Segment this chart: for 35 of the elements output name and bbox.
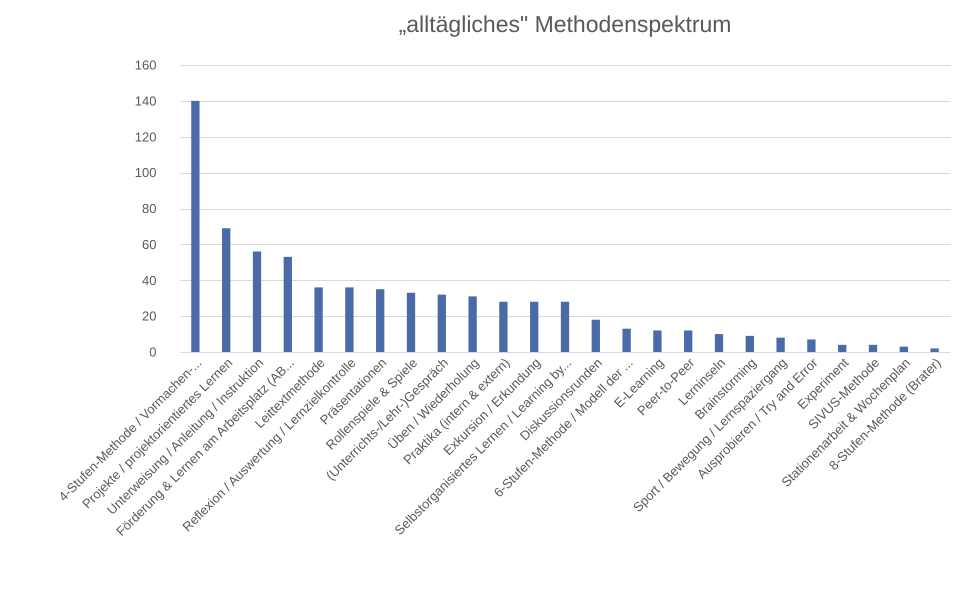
chart-title: „alltägliches" Methodenspektrum [398,11,732,37]
bar [499,302,508,352]
bar [284,256,292,352]
bar [868,344,878,352]
y-tick-label: 60 [142,236,156,252]
bar [314,287,323,352]
bar [376,289,384,352]
bar [592,320,600,352]
bar [807,339,816,352]
y-tick-label: 120 [134,129,156,144]
bar [838,344,846,352]
y-tick-label: 140 [134,93,156,108]
bar [406,292,416,352]
bar [714,334,724,352]
bar [252,252,262,352]
bar [684,330,692,352]
bar [345,287,354,352]
bar [191,100,200,352]
bar [622,328,631,352]
y-tick-label: 160 [134,58,156,72]
bar [776,338,785,352]
bar [530,302,538,352]
bar [560,302,570,352]
bar [930,348,939,352]
bar [222,228,230,352]
y-tick-label: 40 [142,272,156,288]
bar [468,296,477,352]
bar [746,336,754,352]
y-tick-label: 100 [134,165,156,180]
bar [653,330,662,352]
y-tick-label: 20 [142,308,156,324]
y-tick-label: 80 [142,201,156,216]
bar [438,294,446,352]
y-tick-label: 0 [149,344,156,360]
bar [900,346,908,352]
